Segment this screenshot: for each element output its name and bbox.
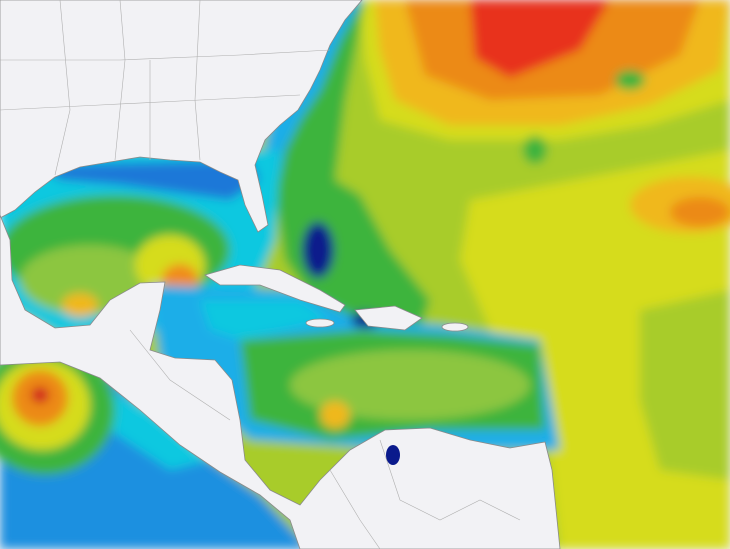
united-states (0, 0, 363, 233)
country-borders (129, 329, 231, 421)
country-borders (379, 439, 521, 521)
state-borders (54, 0, 71, 176)
green-spot (523, 136, 547, 164)
caribbean-cyan (200, 300, 330, 340)
bahamas-bank (302, 222, 334, 278)
green-patch (640, 290, 730, 480)
gulf-orange-spot (62, 293, 98, 317)
land (0, 0, 561, 549)
pacific-red (31, 387, 49, 403)
lake-maracaibo (386, 445, 400, 465)
state-borders (194, 0, 201, 161)
puerto-rico (441, 322, 469, 332)
gulf-blue (40, 160, 260, 200)
red-core (470, 0, 610, 78)
orange-core (670, 197, 730, 227)
pacific-cyan (90, 380, 210, 470)
mexico-central-south-america (0, 214, 561, 549)
cuba (204, 264, 346, 313)
jamaica (305, 318, 335, 328)
hispaniola (354, 305, 423, 331)
state-borders (0, 49, 331, 61)
caribbean-orange (320, 401, 350, 429)
state-borders (114, 0, 126, 161)
coastal-blue (262, 0, 362, 200)
caribbean-yellowgreen (290, 350, 530, 420)
green-spot (615, 70, 645, 90)
country-borders (329, 469, 381, 549)
